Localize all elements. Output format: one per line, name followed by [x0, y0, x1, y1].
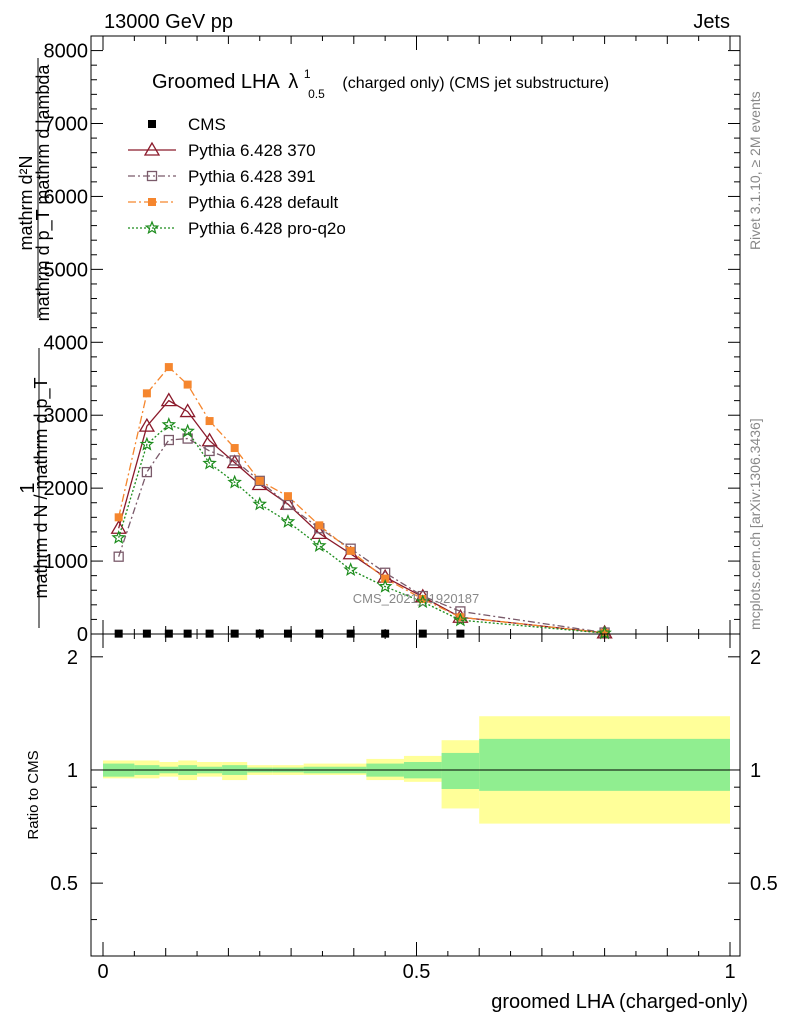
p391-point [113, 551, 124, 562]
p391-point [204, 445, 215, 457]
legend-item-cms: CMS [148, 115, 226, 134]
p391-point [163, 434, 174, 446]
main-y-tick-label: 4000 [44, 332, 89, 354]
p391-point [282, 499, 294, 511]
series-line-p391 [118, 437, 605, 634]
main-y-tick-label: 1000 [44, 551, 89, 573]
legend-item-p370: Pythia 6.428 370 [128, 141, 316, 160]
pdef-point [142, 389, 151, 398]
pdef-point [148, 198, 156, 206]
pdef-point [164, 363, 173, 372]
p391-point [254, 475, 265, 487]
cms-point [148, 120, 156, 128]
x-axis-label: groomed LHA (charged-only) [491, 991, 748, 1013]
main-y-label: 1 mathrm d N / mathrm d p_T mathrm d²N m… [16, 58, 54, 628]
ratio-x-axis: 0 0.5 1 [97, 634, 736, 983]
pdef-point [114, 513, 123, 522]
y-label-num: mathrm d²N [16, 155, 36, 250]
pq2o-point [202, 455, 217, 470]
pq2o-point [377, 578, 393, 593]
pdef-point [346, 546, 355, 555]
ratio-y-axis: 0.5 0.5 1 1 2 2 [50, 647, 778, 921]
pdef-point [230, 444, 239, 453]
ratio-y-tick-label-right: 1 [750, 760, 761, 782]
legend-label: Pythia 6.428 pro-q2o [188, 219, 346, 238]
p391-point [229, 455, 240, 466]
plot-title: Groomed LHA λ 1 0.5 (charged only) (CMS … [152, 61, 609, 103]
p391-point [146, 170, 158, 182]
ratio-y-tick-label: 1 [67, 760, 78, 782]
pq2o-point [343, 562, 358, 577]
main-y-tick-label: 7000 [44, 114, 89, 136]
header-right: Jets [693, 11, 730, 33]
pdef-point [315, 521, 324, 530]
legend-label: Pythia 6.428 391 [188, 167, 316, 186]
pdef-point [183, 380, 192, 389]
p370-point [226, 454, 243, 469]
main-y-tick-label: 3000 [44, 405, 89, 427]
pq2o-point [415, 594, 431, 609]
x-tick-label: 1 [724, 961, 735, 983]
pdef-point [283, 492, 292, 501]
x-tick-label: 0 [97, 961, 108, 983]
legend-label: CMS [188, 115, 226, 134]
y-label-one: 1 [17, 482, 39, 493]
ratio-y-tick-label-right: 2 [750, 647, 761, 669]
pq2o-point [180, 423, 195, 438]
pq2o-point [453, 612, 468, 627]
y-label-den2: mathrm d p_T mathrm d lambda [33, 64, 54, 322]
series-pdef [114, 363, 609, 637]
pdef-point [456, 613, 465, 622]
pq2o-point [312, 538, 327, 552]
mcplots-label: mcplots.cern.ch [arXiv:1306.3436] [747, 418, 763, 630]
main-y-tick-label: 0 [77, 624, 88, 646]
x-tick-label: 0.5 [403, 961, 431, 983]
pq2o-point [252, 496, 268, 511]
pq2o-point [280, 514, 296, 528]
rivet-label: Rivet 3.1.10, ≥ 2M events [747, 91, 763, 250]
pdef-point [255, 476, 264, 485]
main-y-tick-label: 2000 [44, 478, 89, 500]
p370-point [160, 392, 177, 407]
series-p391 [113, 433, 610, 638]
main-y-tick-label: 6000 [44, 186, 89, 208]
pdef-point [418, 594, 427, 603]
ratio-y-tick-label-right: 0.5 [750, 873, 778, 895]
y-label-den: mathrm d N / mathrm d p_T [31, 377, 52, 598]
ratio-bands [103, 716, 730, 824]
pq2o-point [139, 436, 155, 451]
legend: CMS Pythia 6.428 370 Pythia 6.428 391 Pythi… [128, 115, 346, 238]
p391-point [141, 466, 153, 478]
main-y-axis: 0 1000 2000 3000 4000 5000 6000 7000 8000 [44, 35, 740, 646]
legend-label: Pythia 6.428 default [188, 193, 339, 212]
series-line-p370 [118, 399, 605, 634]
pq2o-point [144, 220, 160, 235]
pdef-point [381, 574, 390, 583]
p370-point [143, 141, 161, 156]
legend-item-pq2o: Pythia 6.428 pro-q2o [128, 219, 346, 238]
pdef-point [205, 417, 214, 426]
header-left: 13000 GeV pp [104, 11, 233, 33]
ratio-stat-band [441, 752, 480, 790]
legend-label: Pythia 6.428 370 [188, 141, 316, 160]
ratio-y-label: Ratio to CMS [25, 750, 42, 839]
main-y-tick-label: 5000 [44, 259, 89, 281]
legend-item-p391: Pythia 6.428 391 [128, 167, 316, 186]
p370-point [138, 417, 156, 432]
ratio-plot-frame [90, 633, 741, 957]
legend-item-pdef: Pythia 6.428 default [128, 193, 339, 212]
p370-point [201, 432, 218, 447]
pq2o-point [111, 530, 126, 544]
watermark: CMS_2021_I1920187 [353, 591, 480, 606]
pq2o-point [161, 417, 177, 431]
ratio-stat-band [479, 738, 730, 791]
main-x-axis [102, 36, 731, 634]
main-y-tick-label: 8000 [44, 41, 89, 63]
ratio-y-tick-label: 2 [67, 647, 78, 669]
pq2o-point [227, 474, 242, 489]
ratio-y-tick-label: 0.5 [50, 873, 78, 895]
p370-point [179, 403, 196, 418]
